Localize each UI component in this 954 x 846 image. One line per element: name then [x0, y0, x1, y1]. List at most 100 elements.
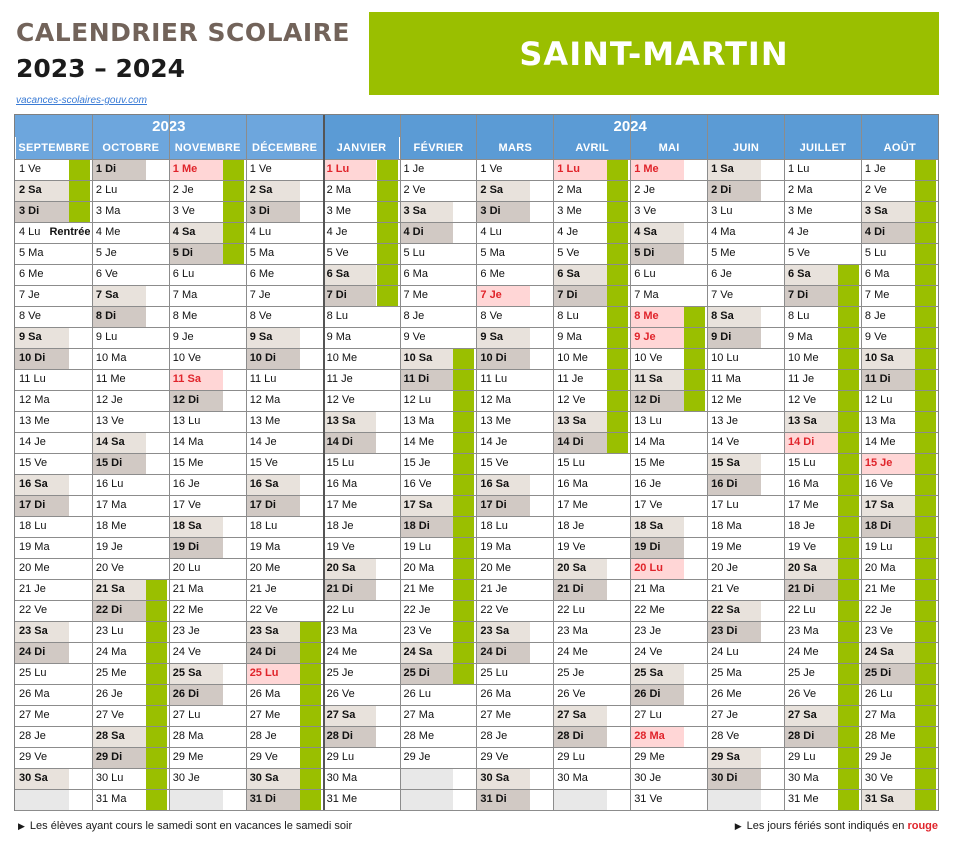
- day-cell: 14 Di: [784, 432, 838, 453]
- vacation-bar: [222, 159, 244, 264]
- empty-day-cell: [553, 789, 608, 810]
- column-divider: [553, 115, 555, 810]
- day-cell: 21 Di: [784, 579, 838, 600]
- day-cell: 11 Me: [95, 373, 126, 385]
- day-cell: 20 Me: [480, 562, 511, 574]
- month-header-12: AOÛT: [860, 137, 938, 159]
- day-cell: 18 Lu: [249, 520, 278, 532]
- day-cell: 12 Lu: [403, 394, 432, 406]
- day-cell: 5 Lu: [403, 247, 425, 259]
- day-cell: 7 Di: [322, 285, 377, 306]
- day-cell: 24 Di: [15, 642, 69, 663]
- day-cell: 15 Lu: [557, 457, 585, 469]
- month-header-4: DÉCEMBRE: [245, 137, 323, 159]
- column-divider: [630, 115, 632, 810]
- month-header-5: JANVIER: [322, 137, 400, 159]
- month-header-2: OCTOBRE: [91, 137, 169, 159]
- day-cell: 8 Ve: [480, 310, 503, 322]
- day-cell: 29 Me: [172, 751, 204, 763]
- day-cell: 22 Di: [91, 600, 146, 621]
- day-cell: 3 Di: [245, 201, 300, 222]
- day-cell: 23 Je: [172, 625, 200, 637]
- day-cell: 20 Ma: [403, 562, 435, 574]
- day-cell: 14 Me: [403, 436, 435, 448]
- day-cell: 21 Me: [864, 583, 896, 595]
- calendar-title: CALENDRIER SCOLAIRE: [16, 18, 350, 47]
- day-cell: 5 Ve: [326, 247, 349, 259]
- day-cell: 19 Ma: [480, 541, 511, 553]
- day-cell: 13 Ma: [864, 415, 896, 427]
- day-cell: 23 Lu: [95, 625, 124, 637]
- day-cell: 14 Me: [864, 436, 896, 448]
- day-cell: 17 Di: [15, 495, 69, 516]
- day-cell: 30 Di: [707, 768, 761, 789]
- day-cell: 5 Me: [711, 247, 736, 259]
- day-cell: 1 Ve: [19, 163, 42, 175]
- day-cell: 26 Ma: [249, 688, 281, 700]
- day-cell: 10 Ma: [95, 352, 127, 364]
- day-cell: 12 Ve: [326, 394, 355, 406]
- day-cell: 22 Ve: [19, 604, 48, 616]
- day-cell: 8 Lu: [557, 310, 579, 322]
- day-cell: 26 Je: [95, 688, 123, 700]
- day-cell: 17 Sa: [860, 495, 915, 516]
- day-cell: 19 Me: [711, 541, 742, 553]
- day-cell: 13 Me: [19, 415, 50, 427]
- column-divider: [476, 115, 478, 810]
- day-cell: 30 Je: [634, 772, 662, 784]
- source-link[interactable]: vacances-scolaires-gouv.com: [16, 95, 147, 106]
- day-cell: 30 Je: [172, 772, 200, 784]
- day-cell: 25 Ma: [711, 667, 742, 679]
- day-cell: 7 Di: [784, 285, 838, 306]
- empty-day-cell: [707, 789, 761, 810]
- day-cell: 8 Lu: [788, 310, 810, 322]
- vacation-bar: [684, 306, 706, 411]
- day-cell: 26 Lu: [864, 688, 893, 700]
- day-cell: 1 Lu: [322, 159, 377, 180]
- day-cell: 19 Ve: [788, 541, 817, 553]
- day-cell: 23 Sa: [245, 621, 300, 642]
- day-cell: 1 Je: [403, 163, 425, 175]
- day-cell: 15 Ve: [480, 457, 509, 469]
- day-cell: 28 Ve: [711, 730, 740, 742]
- row-divider: [15, 810, 938, 811]
- day-cell: 1 Ve: [480, 163, 503, 175]
- day-cell: 17 Di: [476, 495, 531, 516]
- day-cell: 11 Di: [860, 369, 915, 390]
- day-cell: 2 Sa: [15, 180, 69, 201]
- day-cell: 3 Ve: [172, 205, 195, 217]
- day-cell: 4 Lu: [480, 226, 502, 238]
- day-cell: 13 Sa: [784, 411, 838, 432]
- day-cell: 5 Ma: [480, 247, 505, 259]
- day-cell: 27 Sa: [553, 705, 608, 726]
- day-cell: 10 Me: [557, 352, 588, 364]
- day-cell: 17 Me: [557, 499, 588, 511]
- day-cell: 3 Ve: [634, 205, 657, 217]
- day-cell: 8 Lu: [326, 310, 349, 322]
- day-cell: 15 Ve: [249, 457, 278, 469]
- day-cell: 29 Ve: [249, 751, 278, 763]
- day-cell: 6 Ma: [864, 268, 890, 280]
- day-cell: 19 Lu: [403, 541, 432, 553]
- day-cell: 23 Ma: [557, 625, 588, 637]
- vacation-bar: [299, 621, 321, 810]
- vacation-bar: [914, 159, 936, 810]
- day-cell: 13 Ma: [403, 415, 435, 427]
- day-cell: 28 Sa: [91, 726, 146, 747]
- day-cell: 26 Ma: [480, 688, 511, 700]
- day-cell: 17 Me: [326, 499, 358, 511]
- day-cell: 24 Me: [557, 646, 588, 658]
- day-cell: 22 Ve: [480, 604, 509, 616]
- column-divider: [860, 115, 862, 810]
- day-cell: 11 Lu: [19, 373, 46, 385]
- day-cell: 6 Me: [249, 268, 275, 280]
- day-cell: 14 Sa: [91, 432, 146, 453]
- day-cell: 22 Lu: [557, 604, 585, 616]
- day-cell: 20 Je: [711, 562, 739, 574]
- day-cell: 4 Je: [326, 226, 348, 238]
- day-cell: 10 Di: [476, 348, 531, 369]
- day-cell: 19 Di: [168, 537, 223, 558]
- day-cell: 1 Di: [91, 159, 146, 180]
- day-cell: 7 Je: [249, 289, 271, 301]
- day-cell: 30 Sa: [245, 768, 300, 789]
